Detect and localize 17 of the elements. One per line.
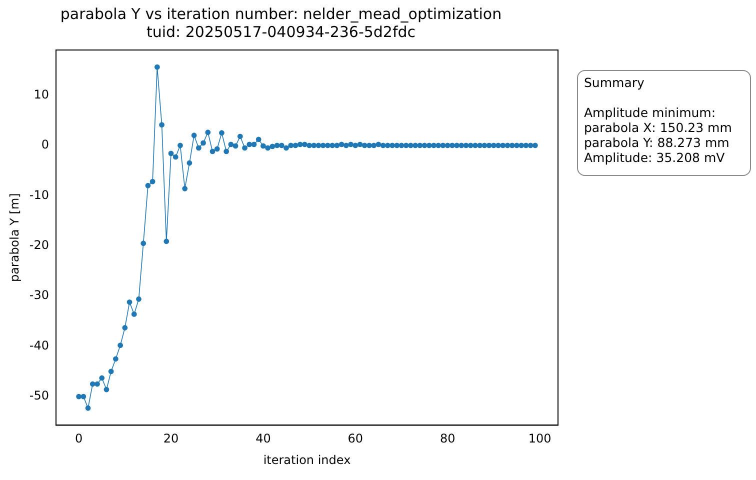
y-tick-label: 0	[41, 138, 49, 152]
y-tick-label: -30	[29, 288, 49, 302]
x-tick-label: 80	[440, 432, 456, 446]
y-axis-title: parabola Y [m]	[7, 193, 22, 282]
x-tick-label: 60	[348, 432, 364, 446]
x-tick-label: 0	[74, 432, 83, 446]
x-tick-label: 40	[256, 432, 271, 446]
x-tick-label: 20	[163, 432, 179, 446]
text: Summary Amplitude minimum: parabola X: 150.23 mm parabola Y: 88.273 mm Amplitude: 35.208 mV	[584, 75, 732, 165]
y-tick-label: -50	[29, 388, 49, 403]
chart-title: parabola Y vs iteration number: nelder_mead_optimization tuid: 20250517-040934-236-5d2fdc	[60, 4, 502, 41]
y-tick-label: -10	[29, 188, 49, 202]
y-tick-label: -40	[29, 338, 49, 352]
y-tick-label: 10	[34, 87, 49, 102]
y-tick-label: -20	[29, 238, 49, 252]
x-tick-label: 100	[528, 432, 552, 446]
x-axis-title: iteration index	[263, 452, 351, 467]
